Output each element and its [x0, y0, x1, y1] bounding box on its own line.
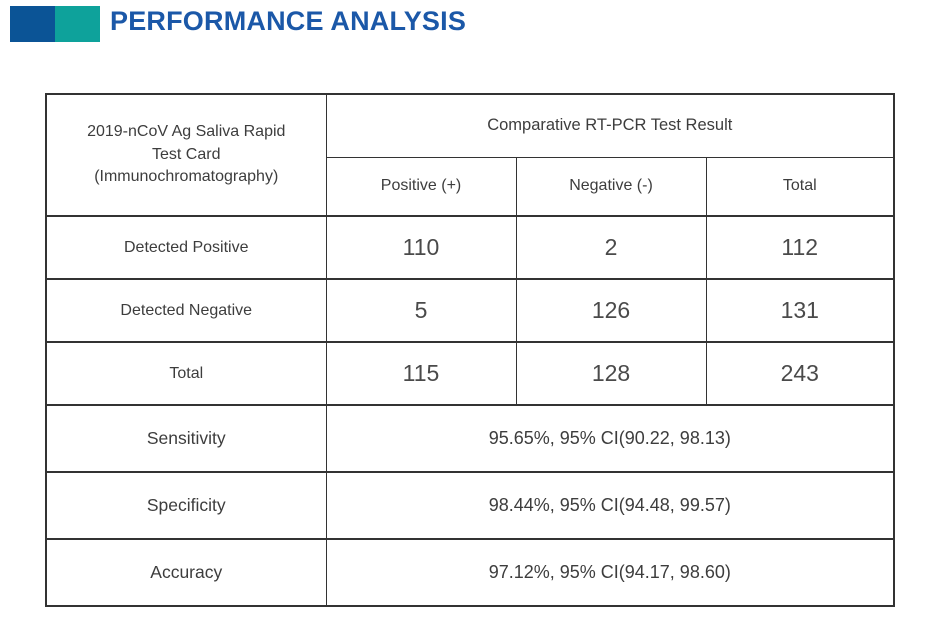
accent-blue-square: [10, 6, 55, 42]
column-header-positive: Positive (+): [325, 156, 517, 217]
stat-value: 97.12%, 95% CI(94.17, 98.60): [325, 538, 895, 607]
table-row-detected-negative: Detected Negative 5 126 131: [45, 278, 895, 343]
page-title: PERFORMANCE ANALYSIS: [110, 6, 467, 36]
stat-label: Accuracy: [45, 538, 327, 607]
table-row-specificity: Specificity 98.44%, 95% CI(94.48, 99.57): [45, 471, 895, 540]
test-card-header-text: 2019-nCoV Ag Saliva Rapid Test Card (Imm…: [87, 122, 286, 186]
accent-teal-square: [55, 6, 100, 42]
page-header: PERFORMANCE ANALYSIS: [0, 0, 938, 60]
row-label: Detected Negative: [45, 278, 327, 343]
stat-value: 95.65%, 95% CI(90.22, 98.13): [325, 404, 895, 473]
performance-table: 2019-nCoV Ag Saliva Rapid Test Card (Imm…: [45, 93, 896, 607]
rtpcr-group-header-cell: Comparative RT-PCR Test Result: [325, 93, 895, 158]
cell-value: 131: [705, 278, 895, 343]
column-header-negative: Negative (-): [515, 156, 707, 217]
cell-value: 5: [325, 278, 517, 343]
column-header-total: Total: [705, 156, 895, 217]
cell-value: 2: [515, 215, 707, 280]
stat-label: Sensitivity: [45, 404, 327, 473]
stat-value: 98.44%, 95% CI(94.48, 99.57): [325, 471, 895, 540]
table-row-total: Total 115 128 243: [45, 341, 895, 406]
table-row-detected-positive: Detected Positive 110 2 112: [45, 215, 895, 280]
stat-label: Specificity: [45, 471, 327, 540]
table-row-sensitivity: Sensitivity 95.65%, 95% CI(90.22, 98.13): [45, 404, 895, 473]
cell-value: 115: [325, 341, 517, 406]
row-label: Detected Positive: [45, 215, 327, 280]
cell-value: 112: [705, 215, 895, 280]
test-card-header-cell: 2019-nCoV Ag Saliva Rapid Test Card (Imm…: [45, 93, 327, 217]
cell-value: 128: [515, 341, 707, 406]
table-row-accuracy: Accuracy 97.12%, 95% CI(94.17, 98.60): [45, 538, 895, 607]
row-label: Total: [45, 341, 327, 406]
cell-value: 126: [515, 278, 707, 343]
cell-value: 110: [325, 215, 517, 280]
cell-value: 243: [705, 341, 895, 406]
